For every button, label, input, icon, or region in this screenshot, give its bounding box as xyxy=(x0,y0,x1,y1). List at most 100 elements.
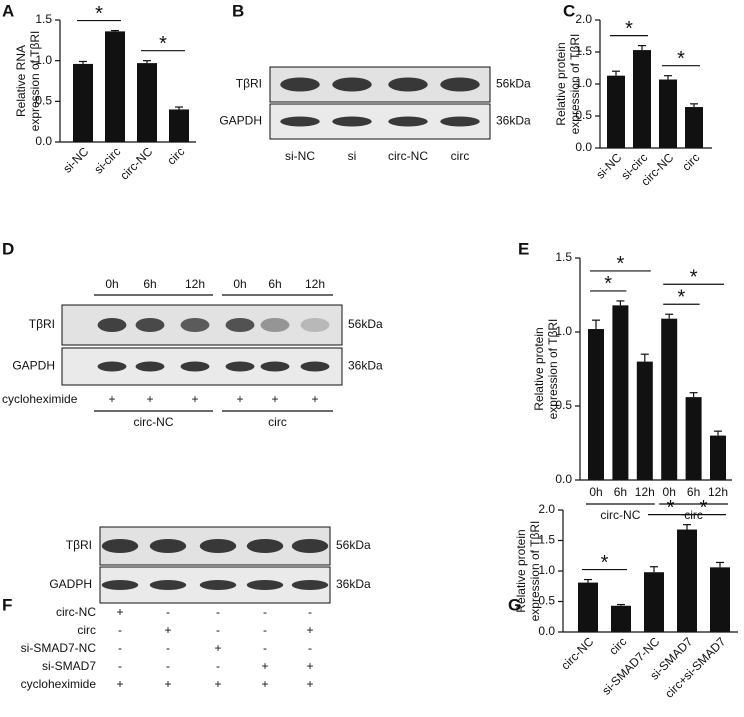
row-label: GAPDH xyxy=(219,114,262,128)
condition-mark: - xyxy=(166,659,170,673)
y-axis-label: expression of TβRI xyxy=(28,31,42,132)
blot-band xyxy=(388,77,428,92)
x-tick-label: circ xyxy=(164,144,187,167)
panel-letter: D xyxy=(2,239,14,258)
blot-band xyxy=(180,318,210,332)
blot-band xyxy=(291,539,329,553)
bar xyxy=(685,397,702,480)
lane-label: 6h xyxy=(268,277,281,291)
bar xyxy=(612,305,629,480)
bar xyxy=(659,79,677,148)
y-axis-label: expression of TβRI xyxy=(568,34,582,135)
significance-label: * xyxy=(700,497,708,519)
blot-band xyxy=(300,318,330,332)
group-label: circ-NC xyxy=(134,415,174,429)
blot-band xyxy=(260,361,290,372)
treatment-label: cycloheximide xyxy=(2,392,78,406)
x-tick-label: 12h xyxy=(635,485,655,499)
y-tick-label: 2.0 xyxy=(575,12,592,26)
panel-letter: A xyxy=(2,1,14,20)
condition-label: si-SMAD7-NC xyxy=(21,641,97,655)
y-tick-label: 1.5 xyxy=(575,44,592,58)
condition-mark: - xyxy=(216,659,220,673)
x-tick-label: 6h xyxy=(614,485,627,499)
condition-mark: - xyxy=(118,623,122,637)
blot-band xyxy=(246,580,284,590)
condition-mark: - xyxy=(216,623,220,637)
condition-mark: + xyxy=(306,623,313,637)
condition-mark: - xyxy=(308,605,312,619)
panel-letter: C xyxy=(563,1,575,20)
x-tick-label: si-NC xyxy=(60,144,91,175)
bar xyxy=(169,109,189,142)
blot-band xyxy=(440,77,480,92)
bar xyxy=(710,567,730,632)
significance-label: * xyxy=(678,287,686,309)
x-tick-label: 12h xyxy=(708,485,728,499)
condition-mark: - xyxy=(263,623,267,637)
y-tick-label: 1.5 xyxy=(538,533,555,547)
bar xyxy=(611,605,631,632)
blot-band xyxy=(101,539,139,553)
y-axis-label: expression of TβRI xyxy=(546,319,560,420)
size-label: 36kDa xyxy=(336,577,371,591)
y-tick-label: 2.0 xyxy=(538,502,555,516)
blot-band xyxy=(180,361,210,372)
x-tick-label: 0h xyxy=(589,485,602,499)
panel-letter: E xyxy=(518,239,529,258)
x-tick-label: circ-NC xyxy=(558,634,596,672)
y-tick-label: 0.5 xyxy=(538,594,555,608)
blot-band xyxy=(135,361,165,372)
size-label: 56kDa xyxy=(496,77,531,91)
treatment-mark: + xyxy=(311,392,318,406)
blot-band xyxy=(97,318,127,332)
blot-band xyxy=(97,361,127,372)
condition-label: cycloheximide xyxy=(21,677,97,691)
x-tick-label: circ xyxy=(679,150,702,173)
lane-label: 0h xyxy=(105,277,118,291)
row-label: TβRI xyxy=(66,538,92,552)
lane-label: 0h xyxy=(233,277,246,291)
bar xyxy=(588,329,604,480)
blot-band xyxy=(332,77,372,92)
condition-mark: + xyxy=(164,677,171,691)
condition-mark: - xyxy=(263,605,267,619)
significance-label: * xyxy=(677,48,685,70)
condition-mark: + xyxy=(306,677,313,691)
lane-label: 12h xyxy=(305,277,325,291)
y-tick-label: 1.5 xyxy=(35,12,52,26)
y-tick-label: 0.0 xyxy=(35,134,52,148)
significance-label: * xyxy=(604,273,612,295)
bar xyxy=(636,361,653,480)
bar xyxy=(644,572,664,632)
x-tick-label: si-NC xyxy=(593,150,624,181)
lane-label: si xyxy=(348,149,357,163)
group-label: circ xyxy=(268,415,287,429)
y-tick-label: 0.0 xyxy=(538,624,555,638)
blot-band xyxy=(149,539,187,553)
size-label: 36kDa xyxy=(348,359,383,373)
bar xyxy=(137,63,157,142)
group-label: circ-NC xyxy=(600,508,640,522)
blot-band xyxy=(332,116,372,127)
condition-mark: - xyxy=(166,605,170,619)
blot-band xyxy=(225,361,255,372)
blot-band xyxy=(225,318,255,332)
blot-band xyxy=(291,580,329,590)
blot-band xyxy=(280,77,320,92)
y-axis-label: Relative protein xyxy=(532,327,546,410)
bar xyxy=(73,63,93,142)
condition-mark: - xyxy=(308,641,312,655)
lane-label: 6h xyxy=(143,277,156,291)
blot-band xyxy=(300,361,330,372)
condition-mark: + xyxy=(116,677,123,691)
condition-mark: + xyxy=(261,659,268,673)
treatment-mark: + xyxy=(108,392,115,406)
significance-label: * xyxy=(617,253,625,275)
size-label: 56kDa xyxy=(336,538,371,552)
treatment-mark: + xyxy=(236,392,243,406)
y-axis-label: Relative protein xyxy=(514,529,528,612)
condition-mark: + xyxy=(214,641,221,655)
y-tick-label: 0.5 xyxy=(35,94,52,108)
